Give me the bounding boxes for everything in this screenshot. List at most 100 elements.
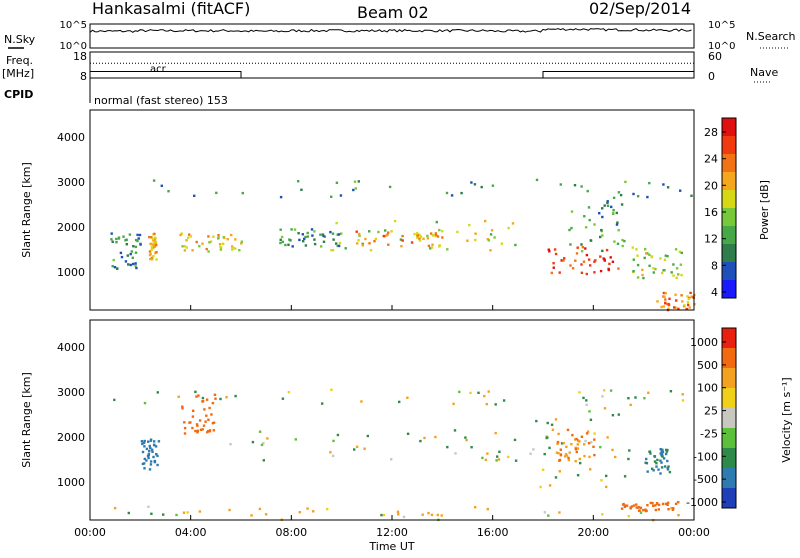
heatmap-cell: [603, 389, 606, 392]
power-colorbar: 28 24 20 16 12 8 4: [704, 117, 737, 299]
power-ytick-2000: 2000: [57, 221, 85, 234]
heatmap-cell: [221, 242, 225, 245]
heatmap-cell: [662, 305, 665, 308]
heatmap-cell: [513, 438, 517, 442]
heatmap-cell: [361, 244, 365, 247]
heatmap-cell: [217, 237, 220, 240]
heatmap-cell: [115, 237, 118, 241]
heatmap-cell: [677, 514, 680, 517]
heatmap-cell: [207, 235, 210, 238]
heatmap-cell: [641, 273, 644, 277]
heatmap-cell: [430, 232, 433, 235]
heatmap-cell: [656, 458, 659, 462]
heatmap-cell: [489, 249, 492, 252]
heatmap-cell: [175, 513, 178, 517]
heatmap-cell: [186, 511, 189, 514]
heatmap-cell: [339, 194, 343, 197]
heatmap-cell: [661, 271, 664, 275]
heatmap-cell: [584, 439, 587, 443]
heatmap-cell: [535, 178, 539, 182]
colorbar-swatch: [722, 408, 736, 429]
heatmap-cell: [662, 269, 665, 272]
heatmap-cell: [672, 274, 675, 277]
heatmap-cell: [666, 503, 669, 506]
cpid-label: CPID: [4, 88, 33, 101]
x-tick-label: 04:00: [175, 526, 207, 539]
colorbar-tick-label: 20: [704, 179, 718, 192]
heatmap-cell: [599, 255, 602, 258]
heatmap-cell: [484, 219, 487, 223]
velocity-ytick-1000: 1000: [57, 476, 85, 489]
heatmap-cell: [330, 388, 333, 391]
colorbar-swatch: [722, 262, 736, 281]
heatmap-cell: [539, 485, 542, 489]
heatmap-cell: [111, 240, 114, 243]
heatmap-cell: [546, 436, 549, 439]
heatmap-cell: [147, 440, 150, 443]
noise-right-tick-low: 10^0: [708, 41, 735, 52]
heatmap-cell: [666, 467, 669, 470]
heatmap-cell: [611, 448, 614, 452]
heatmap-cell: [147, 505, 150, 508]
heatmap-cell: [601, 249, 604, 253]
heatmap-cell: [577, 440, 581, 443]
heatmap-cell: [438, 244, 441, 247]
heatmap-cell: [581, 246, 585, 249]
heatmap-cell: [320, 245, 323, 248]
heatmap-cell: [212, 429, 215, 432]
heatmap-cell: [298, 511, 301, 514]
heatmap-cell: [422, 237, 425, 240]
heatmap-cell: [313, 238, 316, 241]
heatmap-cell: [450, 194, 454, 197]
heatmap-cell: [225, 396, 228, 399]
heatmap-cell: [129, 263, 132, 267]
heatmap-cell: [621, 238, 624, 242]
heatmap-cell: [419, 235, 423, 238]
heatmap-cell: [419, 439, 422, 443]
heatmap-cell: [153, 232, 156, 236]
heatmap-cell: [426, 234, 429, 238]
beam-title: Beam 02: [357, 3, 429, 22]
heatmap-cell: [486, 452, 489, 455]
heatmap-cell: [600, 479, 603, 482]
colorbar-swatch: [722, 428, 736, 449]
heatmap-cell: [497, 458, 501, 461]
heatmap-cell: [636, 254, 639, 257]
heatmap-cell: [674, 306, 677, 309]
heatmap-cell: [617, 229, 620, 232]
heatmap-cell: [646, 504, 649, 507]
heatmap-cell: [137, 237, 140, 240]
heatmap-cell: [652, 267, 655, 270]
heatmap-cell: [393, 219, 397, 223]
heatmap-cell: [661, 502, 665, 506]
x-axis-label: Time UT: [368, 540, 414, 553]
heatmap-cell: [446, 445, 449, 449]
heatmap-cell: [214, 397, 217, 400]
heatmap-cell: [611, 260, 615, 263]
heatmap-cell: [683, 304, 686, 307]
heatmap-cell: [660, 305, 663, 309]
heatmap-cell: [556, 442, 559, 445]
heatmap-cell: [627, 397, 630, 400]
heatmap-cell: [565, 454, 569, 457]
heatmap-cell: [601, 513, 604, 516]
heatmap-cell: [576, 443, 579, 446]
heatmap-cell: [306, 235, 309, 238]
heatmap-cell: [423, 436, 426, 440]
heatmap-cell: [262, 442, 265, 445]
heatmap-cell: [659, 448, 662, 451]
heatmap-cell: [293, 228, 297, 231]
heatmap-cell: [181, 245, 184, 248]
heatmap-cell: [150, 236, 153, 239]
heatmap-cell: [155, 258, 158, 261]
heatmap-cell: [616, 221, 619, 224]
heatmap-cell: [619, 193, 623, 197]
heatmap-cell: [667, 508, 670, 511]
velocity-ytick-3000: 3000: [57, 386, 85, 399]
heatmap-cell: [588, 218, 591, 222]
heatmap-cell: [570, 443, 573, 446]
heatmap-cell: [453, 429, 457, 432]
heatmap-cell: [434, 232, 437, 235]
heatmap-cell: [208, 241, 211, 244]
heatmap-cell: [303, 237, 306, 241]
